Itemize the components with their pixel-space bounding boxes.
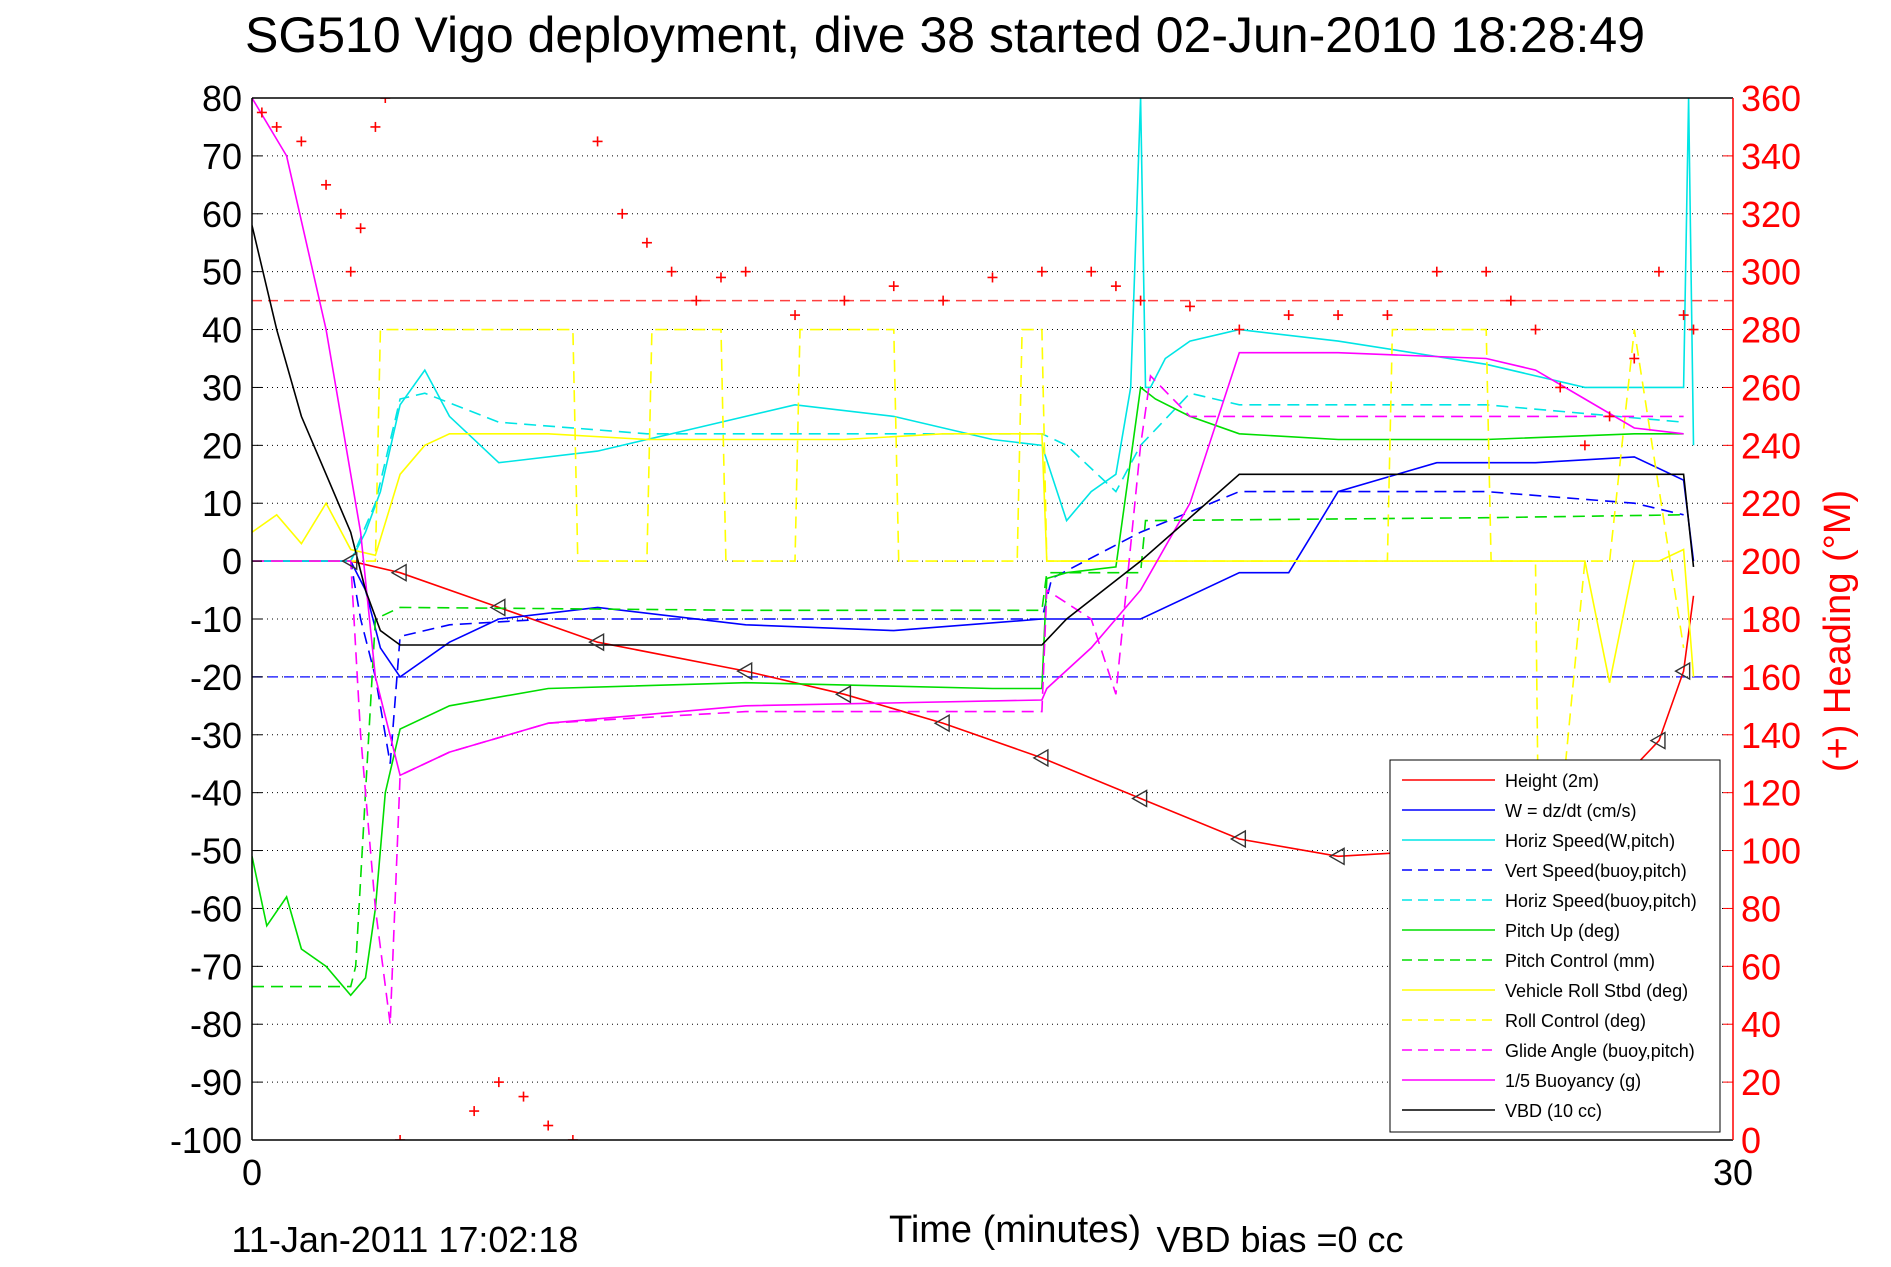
reference-lines xyxy=(252,299,1733,678)
height-marker xyxy=(736,661,753,681)
legend-label: Pitch Up (deg) xyxy=(1505,921,1620,941)
height-marker xyxy=(834,685,852,704)
right-tick-label: 40 xyxy=(1741,1004,1781,1045)
height-marker xyxy=(1649,731,1666,750)
legend-label: Glide Angle (buoy,pitch) xyxy=(1505,1041,1695,1061)
x-axis-label: Time (minutes) xyxy=(889,1209,1141,1251)
right-tick-label: 160 xyxy=(1741,657,1801,698)
right-tick-label: 280 xyxy=(1741,310,1801,351)
height-marker xyxy=(489,598,506,617)
right-tick-label: 340 xyxy=(1741,136,1801,177)
series-line-4 xyxy=(252,392,1684,562)
right-tick-label: 60 xyxy=(1741,946,1781,987)
right-tick-label: 320 xyxy=(1741,194,1801,235)
left-tick-label: 40 xyxy=(202,310,242,351)
left-tick-label: -30 xyxy=(190,715,242,756)
right-tick-label: 300 xyxy=(1741,252,1801,293)
right-tick-label: 20 xyxy=(1741,1062,1781,1103)
x-tick-label: 30 xyxy=(1713,1152,1753,1193)
height-marker xyxy=(588,632,605,652)
legend-label: VBD (10 cc) xyxy=(1505,1101,1602,1121)
tick-labels: 80706050403020100-10-20-30-40-50-60-70-8… xyxy=(170,78,1801,1193)
left-tick-label: 50 xyxy=(202,252,242,293)
right-tick-label: 220 xyxy=(1741,483,1801,524)
left-tick-label: 70 xyxy=(202,136,242,177)
series-line-1 xyxy=(252,456,1695,679)
right-tick-label: 240 xyxy=(1741,425,1801,466)
x-tick-label: 0 xyxy=(242,1152,262,1193)
heading-markers xyxy=(256,98,1699,1140)
series-lines xyxy=(252,98,1695,1025)
series-line-9 xyxy=(252,374,1684,1025)
legend-label: W = dz/dt (cm/s) xyxy=(1505,801,1637,821)
timestamp-footer: 11-Jan-2011 17:02:18 xyxy=(232,1219,579,1260)
left-tick-label: -60 xyxy=(190,888,242,929)
height-marker xyxy=(1328,847,1345,866)
left-tick-label: -70 xyxy=(190,946,242,987)
left-tick-label: 80 xyxy=(202,78,242,119)
right-tick-label: 360 xyxy=(1741,78,1801,119)
right-tick-label: 100 xyxy=(1741,831,1801,872)
left-tick-label: 10 xyxy=(202,483,242,524)
height-marker xyxy=(933,713,950,733)
left-tick-label: -40 xyxy=(190,773,242,814)
height-marker xyxy=(1229,829,1247,849)
series-line-5 xyxy=(252,385,1684,997)
legend-label: 1/5 Buoyancy (g) xyxy=(1505,1071,1641,1091)
right-tick-label: 180 xyxy=(1741,599,1801,640)
legend-label: Horiz Speed(buoy,pitch) xyxy=(1505,891,1697,911)
legend-label: Pitch Control (mm) xyxy=(1505,951,1655,971)
right-tick-label: 200 xyxy=(1741,541,1801,582)
left-tick-label: 0 xyxy=(222,541,242,582)
right-tick-label: 80 xyxy=(1741,888,1781,929)
series-line-10 xyxy=(252,98,1684,777)
legend: Height (2m) W = dz/dt (cm/s) Horiz Speed(W… xyxy=(1389,759,1721,1133)
legend-box xyxy=(1389,759,1721,1133)
left-tick-label: 60 xyxy=(202,194,242,235)
height-marker xyxy=(1131,789,1148,808)
series-line-6 xyxy=(252,514,1684,988)
left-tick-label: -90 xyxy=(190,1062,242,1103)
left-tick-label: -20 xyxy=(190,657,242,698)
height-marker xyxy=(390,563,407,582)
left-tick-label: -10 xyxy=(190,599,242,640)
chart-title: SG510 Vigo deployment, dive 38 started 0… xyxy=(245,7,1645,63)
left-tick-label: -50 xyxy=(190,831,242,872)
legend-label: Height (2m) xyxy=(1505,771,1599,791)
series-line-2 xyxy=(252,98,1695,562)
height-marker xyxy=(1032,748,1049,768)
left-tick-label: 30 xyxy=(202,367,242,408)
right-tick-label: 0 xyxy=(1741,1120,1761,1161)
height-marker xyxy=(341,551,358,571)
legend-label: Vehicle Roll Stbd (deg) xyxy=(1505,981,1688,1001)
vbd-bias-footer: VBD bias =0 cc xyxy=(1156,1219,1403,1260)
axes xyxy=(251,97,1734,1141)
legend-label: Vert Speed(buoy,pitch) xyxy=(1505,861,1687,881)
series-line-7 xyxy=(252,432,1695,683)
series-line-11 xyxy=(252,225,1695,646)
height-marker xyxy=(1674,661,1691,681)
right-axis-label: (+) Heading (°M) xyxy=(1817,490,1859,772)
right-tick-label: 120 xyxy=(1741,773,1801,814)
right-tick-label: 140 xyxy=(1741,715,1801,756)
left-tick-label: -100 xyxy=(170,1120,242,1161)
series-line-3 xyxy=(252,490,1684,764)
legend-label: Horiz Speed(W,pitch) xyxy=(1505,831,1675,851)
left-tick-label: -80 xyxy=(190,1004,242,1045)
legend-label: Roll Control (deg) xyxy=(1505,1011,1646,1031)
right-tick-label: 260 xyxy=(1741,367,1801,408)
left-tick-label: 20 xyxy=(202,425,242,466)
